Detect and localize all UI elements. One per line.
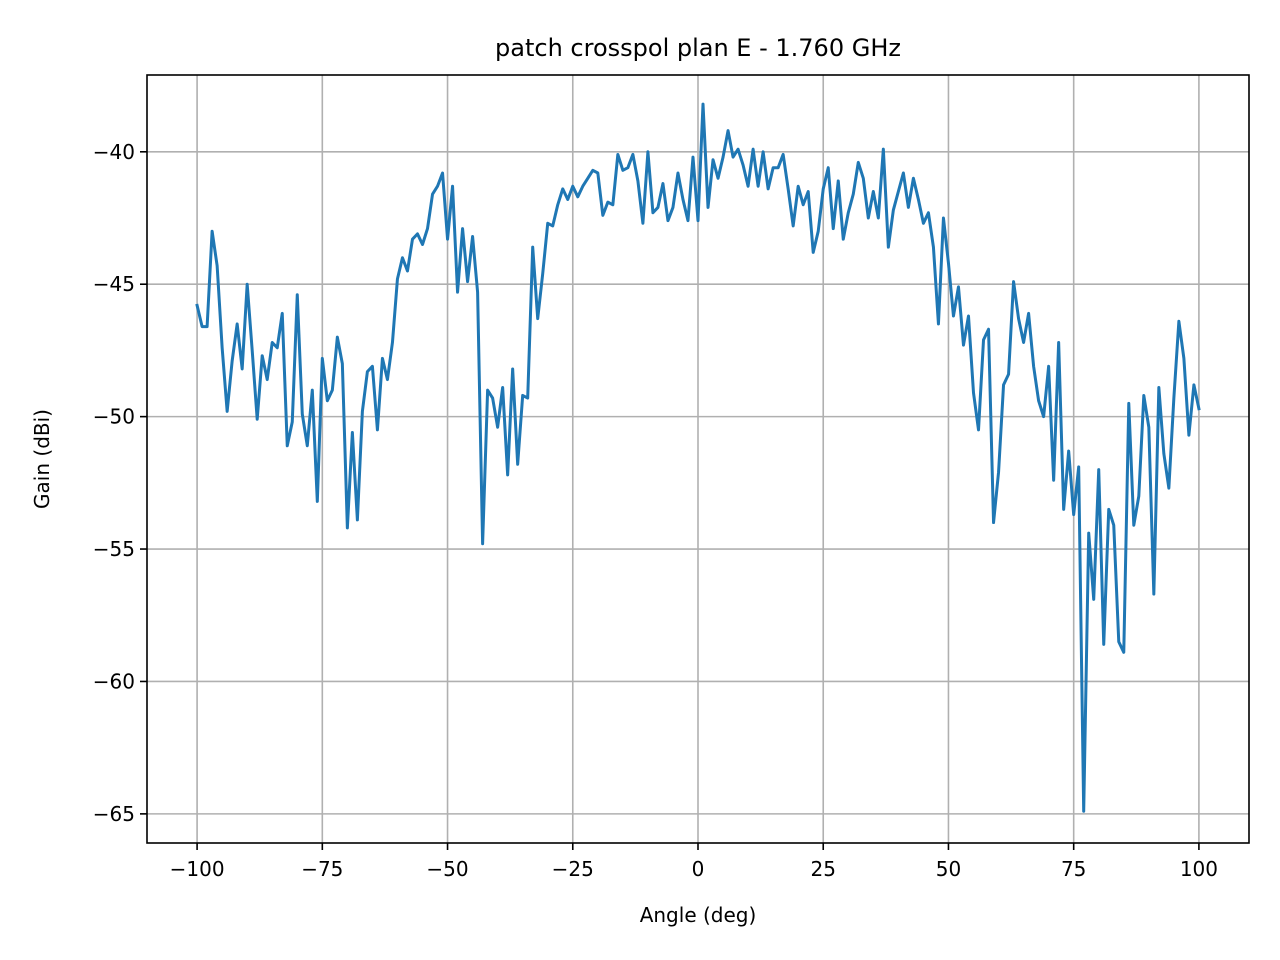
chart-title: patch crosspol plan E - 1.760 GHz: [495, 34, 901, 62]
y-tick-label: −45: [93, 272, 135, 296]
x-tick-label: −75: [301, 857, 343, 881]
series-line-0: [195, 102, 1201, 813]
x-tick-label: −50: [426, 857, 468, 881]
series-layer: [195, 102, 1201, 813]
x-tick-label: −100: [170, 857, 225, 881]
axis-ticks: −100 −75 −50 −25 0 25 50 75 100 −40 −45 −50 −55 −60 −6…: [93, 140, 1218, 881]
x-axis-label: Angle (deg): [640, 903, 757, 927]
grid: [147, 75, 1249, 843]
y-tick-label: −60: [93, 669, 135, 693]
y-tick-label: −65: [93, 802, 135, 826]
y-axis-label: Gain (dBi): [30, 409, 54, 509]
y-tick-label: −50: [93, 405, 135, 429]
x-tick-label: 25: [811, 857, 836, 881]
y-tick-label: −40: [93, 140, 135, 164]
plot-frame: [146, 74, 1250, 844]
x-tick-label: −25: [552, 857, 594, 881]
x-tick-label: 75: [1061, 857, 1086, 881]
y-tick-label: −55: [93, 537, 135, 561]
x-tick-label: 50: [936, 857, 961, 881]
x-tick-label: 100: [1180, 857, 1218, 881]
x-tick-label: 0: [692, 857, 705, 881]
